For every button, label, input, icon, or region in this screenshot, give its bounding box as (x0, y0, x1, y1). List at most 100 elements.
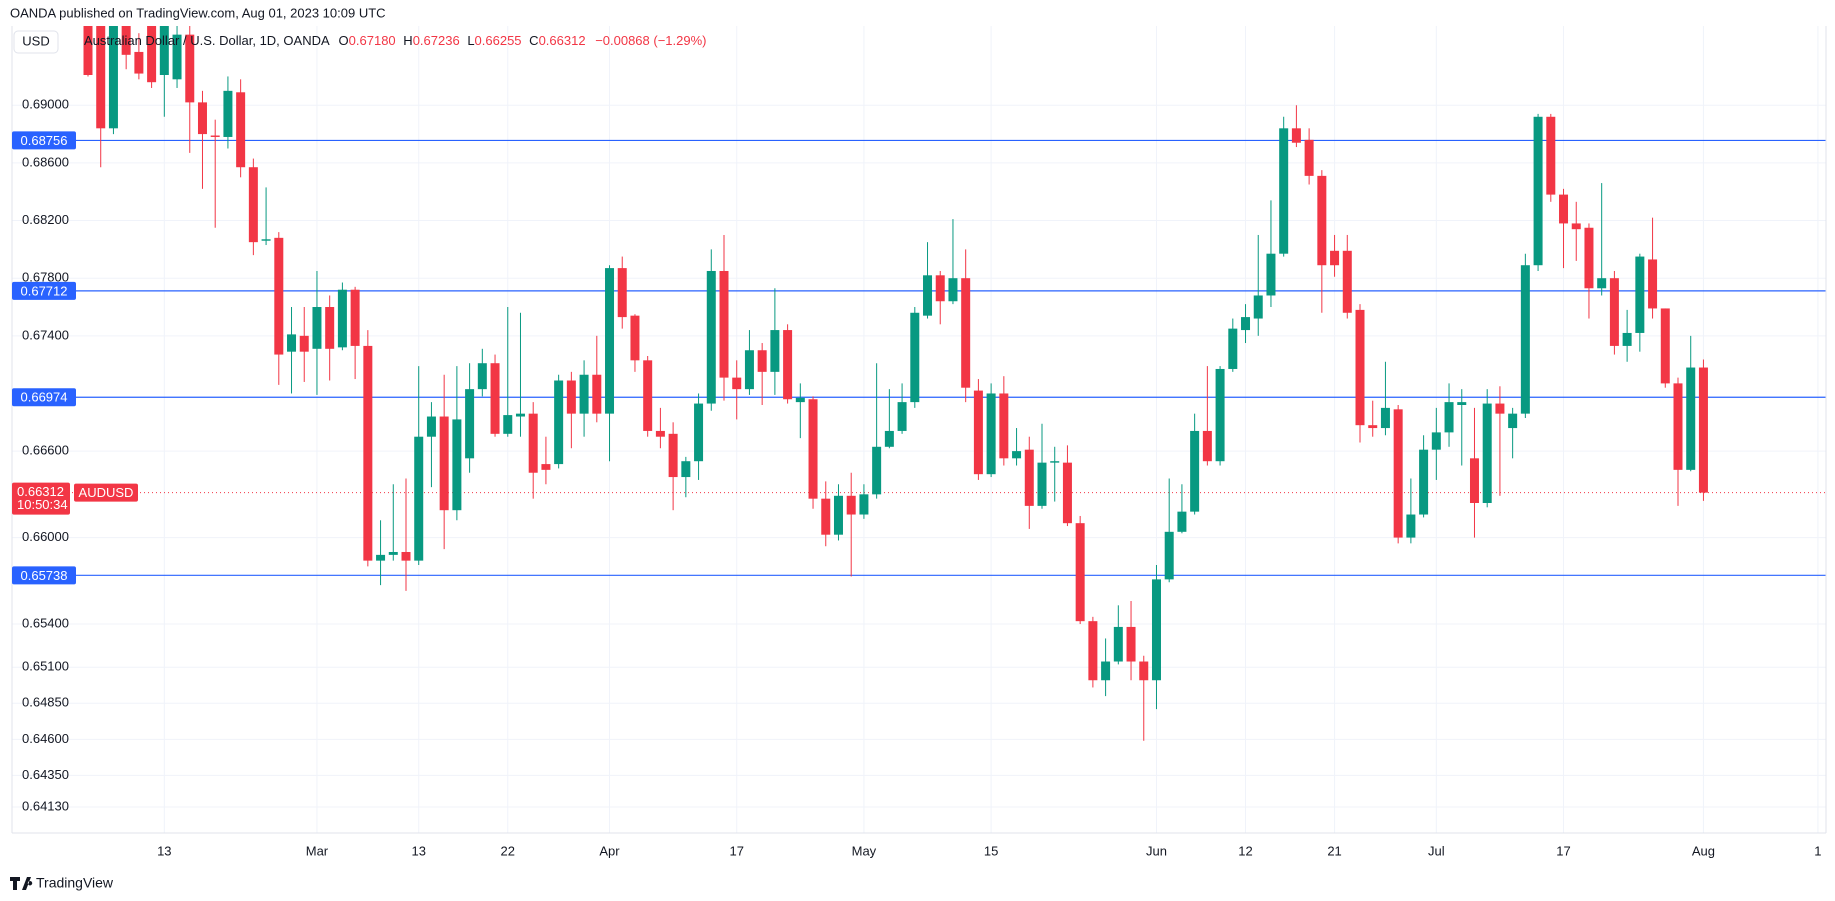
candle-body (961, 278, 971, 388)
level-label-box (12, 388, 76, 407)
candle-body (592, 374, 602, 414)
candle-body (439, 416, 449, 511)
candle-body (986, 393, 996, 475)
candle-body (1457, 402, 1467, 406)
candle-body (1355, 309, 1365, 426)
y-tick-label: 0.65400 (22, 615, 69, 630)
candle-body (1584, 227, 1594, 289)
candle-body (579, 374, 589, 414)
x-tick-label: Mar (306, 843, 329, 858)
candle-body (1342, 250, 1352, 313)
candles (83, 26, 1708, 741)
y-tick-label: 0.64350 (22, 767, 69, 782)
legend-key: H (403, 33, 412, 48)
candle-body (1419, 449, 1429, 515)
candle-body (923, 275, 933, 316)
candle-body (1164, 531, 1174, 580)
candle-body (426, 416, 436, 437)
brand-icon[interactable] (10, 877, 33, 890)
candle-body (414, 436, 424, 561)
candle-body (210, 135, 220, 137)
level-label: 0.67712 (21, 283, 68, 298)
publish-header: OANDA published on TradingView.com, Aug … (10, 5, 386, 20)
candle-body (1304, 139, 1314, 176)
candle-body (719, 270, 729, 378)
legend-key: O (339, 33, 349, 48)
price-label: 0.66312 (17, 484, 64, 499)
candle-body (1546, 116, 1556, 195)
candle-body (376, 554, 386, 561)
y-tick-label: 0.64850 (22, 695, 69, 710)
candle-body (744, 350, 754, 390)
candle-body (1508, 413, 1518, 429)
candle-body (681, 461, 691, 478)
candle-body (503, 415, 513, 434)
x-tick-label: Jun (1146, 843, 1167, 858)
candle-body (465, 389, 475, 459)
candle-body (1062, 462, 1072, 524)
candle-body (1380, 407, 1390, 429)
legend-change: −0.00868 (−1.29%) (595, 33, 706, 48)
candle-body (757, 350, 767, 372)
candle-body (630, 315, 640, 361)
legend-value: 0.66255 (475, 33, 522, 48)
candle-body (1597, 278, 1607, 289)
candle-body (1317, 175, 1327, 266)
candle-body (350, 289, 360, 346)
candle-body (1266, 253, 1276, 296)
candle-body (1559, 194, 1569, 224)
candle-body (1495, 403, 1505, 414)
legend-value: 0.66312 (539, 33, 586, 48)
candle-body (236, 92, 246, 168)
y-tick-label: 0.69000 (22, 97, 69, 112)
candle-body (554, 380, 564, 465)
candle-body (948, 278, 958, 302)
symbol-label: AUDUSD (79, 485, 134, 500)
currency-button-label[interactable]: USD (22, 33, 49, 48)
candle-body (999, 393, 1009, 459)
candle-body (1012, 451, 1022, 459)
candle-body (617, 268, 627, 318)
y-tick-label: 0.66000 (22, 529, 69, 544)
candle-body (706, 270, 716, 404)
y-tick-label: 0.67800 (22, 270, 69, 285)
candle-body (605, 268, 615, 414)
level-label: 0.66974 (21, 390, 68, 405)
x-tick-label: May (852, 843, 877, 858)
level-label: 0.65738 (21, 568, 68, 583)
candle-body (1686, 367, 1696, 470)
brand-logo[interactable]: TradingView (10, 875, 114, 891)
y-tick-label: 0.64600 (22, 731, 69, 746)
candle-body (783, 330, 793, 400)
candle-body (1469, 458, 1479, 503)
candle-body (1241, 317, 1251, 331)
x-axis: 13 Mar 13 22 Apr 17 May 15 Jun 12 21 Jul 17 Aug 1 (157, 843, 1821, 858)
x-tick-label: 15 (984, 843, 998, 858)
candle-body (1444, 402, 1454, 433)
brand-text[interactable]: TradingView (36, 875, 114, 891)
candle-body (859, 494, 869, 515)
candle-body (452, 419, 462, 511)
candle-body (846, 495, 856, 515)
candle-body (1024, 449, 1034, 506)
candle-body (248, 167, 258, 243)
candle-body (1151, 579, 1161, 681)
legend-title: Australian Dollar / U.S. Dollar, 1D, OAN… (84, 33, 330, 48)
candle-body (821, 498, 831, 535)
candle-body (1635, 256, 1645, 333)
candle-body (172, 34, 182, 80)
candle-body (1622, 332, 1632, 346)
currency-button[interactable] (13, 30, 59, 54)
candle-body (566, 380, 576, 414)
candle-body (1660, 308, 1670, 384)
candle-body (388, 551, 398, 555)
y-tick-label: 0.64130 (22, 798, 69, 813)
level-label: 0.68756 (21, 133, 68, 148)
x-tick-label: 22 (501, 843, 515, 858)
candle-body (1279, 128, 1289, 254)
x-tick-label: 17 (1556, 843, 1570, 858)
level-labels: 0.68756 0.67712 0.66974 0.65738 0.6631210:50… (12, 131, 138, 585)
